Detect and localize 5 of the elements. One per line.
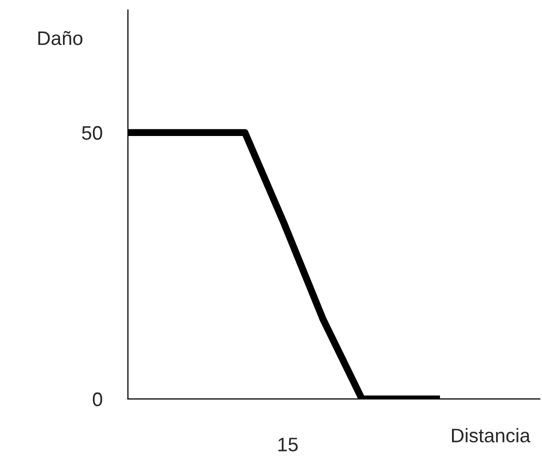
y-tick-label: 50 — [82, 126, 102, 140]
y-tick-label: 0 — [92, 392, 102, 406]
y-axis-title: Daño — [38, 30, 82, 46]
text: 15 — [278, 438, 298, 452]
x-axis-title: Distancia — [452, 428, 530, 442]
